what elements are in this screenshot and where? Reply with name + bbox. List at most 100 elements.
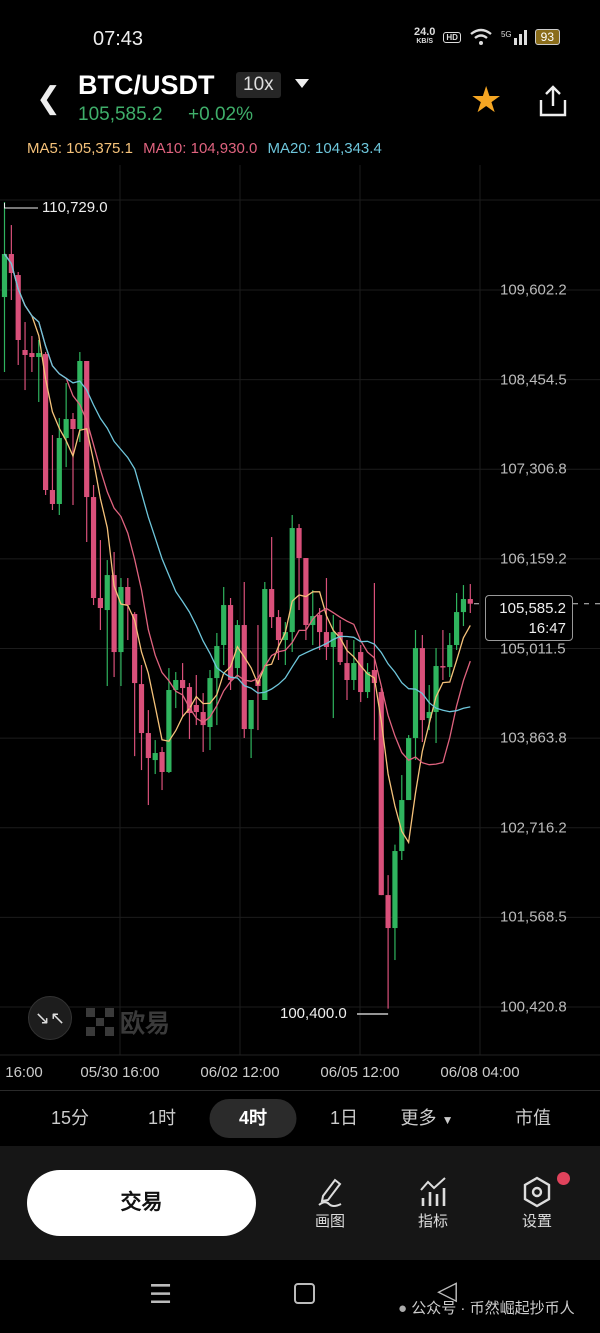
x-tick-label: 06/05 12:00: [320, 1064, 400, 1081]
hd-icon: HD: [443, 31, 461, 43]
y-tick-label: 106,159.2: [500, 550, 567, 568]
candle-down: [22, 349, 28, 355]
divider: [0, 1090, 600, 1091]
x-tick-label: 16:00: [5, 1064, 43, 1081]
tab-market-cap[interactable]: 市值: [515, 1108, 551, 1128]
y-tick-label: 107,306.8: [500, 460, 567, 478]
y-tick-label: 108,454.5: [500, 371, 567, 389]
pair-dropdown-icon[interactable]: [295, 79, 309, 88]
candle-up: [77, 361, 83, 430]
tab-15m[interactable]: 15分: [50, 1108, 90, 1128]
ma-legend: MA5: 105,375.1 MA10: 104,930.0 MA20: 104…: [27, 140, 388, 157]
candle-down: [303, 558, 309, 626]
y-tick-label: 105,011.5: [500, 640, 566, 657]
candle-down: [138, 684, 145, 734]
candle-up: [56, 438, 62, 504]
candle-up: [63, 419, 69, 439]
current-price-value: 105,585.2: [499, 600, 566, 617]
signal-icon: 5G: [501, 29, 527, 45]
trade-button[interactable]: 交易: [27, 1170, 256, 1236]
wifi-icon: [470, 28, 492, 45]
candle-up: [1, 254, 8, 298]
candle-down: [227, 605, 234, 681]
candle-up: [447, 645, 453, 668]
candlestick-chart[interactable]: [0, 0, 600, 1090]
tab-1d[interactable]: 1日: [329, 1108, 359, 1128]
tab-more[interactable]: 更多 ▼: [401, 1104, 454, 1130]
net-speed-value: 24.0: [413, 26, 436, 38]
candle-down: [419, 648, 425, 721]
price-change: +0.02%: [188, 104, 253, 125]
candle-up: [289, 528, 295, 633]
favorite-star-icon[interactable]: ★: [470, 79, 503, 120]
x-tick-label: 06/02 12:00: [200, 1064, 280, 1081]
candle-down: [70, 419, 76, 430]
indicators-button[interactable]: 指标: [403, 1176, 463, 1231]
candle-down: [344, 663, 350, 681]
indicator-chart-icon: [420, 1177, 446, 1206]
candle-up: [214, 646, 220, 679]
candle-down: [15, 275, 21, 340]
ma10-line: [3, 253, 471, 766]
candle-up: [392, 851, 398, 929]
ma20-value: MA20: 104,343.4: [267, 140, 382, 157]
current-price-tag[interactable]: 105,585.2 16:47: [485, 595, 573, 641]
candle-down: [97, 598, 103, 609]
chevron-down-icon: ▼: [441, 1113, 454, 1127]
x-tick-label: 05/30 16:00: [80, 1064, 160, 1081]
okx-watermark: 欧易: [86, 1004, 170, 1040]
pair-title[interactable]: BTC/USDT: [78, 70, 215, 100]
candle-down: [180, 680, 186, 689]
menu-icon[interactable]: ☰: [149, 1279, 173, 1309]
watermark-brand: 欧易: [120, 1010, 171, 1038]
candle-up: [426, 712, 432, 719]
tab-4h[interactable]: 4时: [209, 1099, 297, 1138]
settings-button[interactable]: 设置: [507, 1176, 567, 1231]
candle-down: [159, 752, 165, 773]
back-button[interactable]: ❮: [36, 82, 62, 115]
max-price-label: 110,729.0: [42, 199, 108, 216]
candle-down: [132, 614, 138, 684]
candle-down: [358, 652, 364, 693]
draw-button[interactable]: 画图: [300, 1176, 360, 1231]
notification-dot: [557, 1172, 570, 1185]
candle-up: [399, 800, 405, 852]
candle-down: [269, 589, 275, 618]
candle-down: [49, 490, 56, 504]
y-tick-label: 103,863.8: [500, 729, 567, 747]
candle-up: [406, 738, 412, 801]
indicators-label: 指标: [417, 1213, 448, 1230]
candle-down: [317, 615, 323, 633]
max-marker-line: [4, 203, 38, 209]
candle-down: [111, 575, 117, 653]
candle-down: [337, 632, 343, 663]
pen-icon: [318, 1178, 342, 1207]
y-tick-label: 102,716.2: [500, 819, 567, 837]
y-tick-label: 109,602.2: [500, 281, 567, 299]
tab-1h[interactable]: 1时: [147, 1108, 177, 1128]
candle-up: [364, 672, 371, 693]
candle-up: [282, 632, 288, 641]
candle-up: [173, 680, 179, 691]
candle-down: [467, 599, 473, 604]
share-icon[interactable]: [537, 84, 569, 118]
candle-up: [310, 616, 316, 626]
candle-down: [371, 670, 377, 684]
net-speed-unit: KB/S: [416, 38, 434, 45]
candle-countdown: 16:47: [528, 620, 566, 637]
ma5-value: MA5: 105,375.1: [27, 140, 133, 157]
wechat-overlay-text: ● 公众号 · 币然崛起抄币人: [398, 1297, 575, 1318]
net-speed: 24.0 KB/S: [413, 26, 436, 46]
candle-down: [90, 497, 97, 599]
collapse-chart-button[interactable]: ↘↖: [28, 996, 72, 1040]
home-icon[interactable]: [294, 1283, 315, 1304]
candle-down: [125, 587, 131, 606]
settings-label: 设置: [521, 1213, 552, 1230]
candle-up: [433, 666, 439, 713]
candle-down: [378, 692, 384, 896]
candle-up: [460, 599, 467, 613]
candle-up: [152, 753, 158, 761]
leverage-badge[interactable]: 10x: [236, 72, 281, 98]
back-nav-icon[interactable]: ◁: [437, 1275, 457, 1305]
candle-up: [104, 575, 110, 611]
